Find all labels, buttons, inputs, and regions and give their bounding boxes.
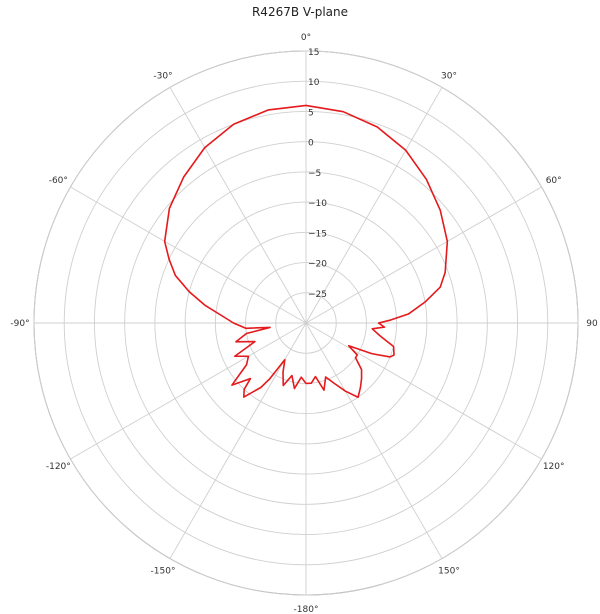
angle-tick-label: -150°: [151, 567, 176, 577]
angle-spoke: [70, 186, 307, 324]
angle-tick-label: 90: [586, 319, 598, 329]
radial-tick-label: 15: [308, 48, 319, 58]
angle-tick-label: 60°: [546, 176, 562, 186]
angle-tick-label: -90°: [10, 319, 29, 329]
angle-tick-label: 30°: [441, 71, 457, 81]
angle-tick-label: -120°: [46, 462, 71, 472]
series-layer: [163, 104, 449, 399]
angle-spoke: [169, 87, 307, 324]
angle-spoke: [70, 322, 307, 460]
radial-tick-label: 10: [308, 78, 320, 88]
radial-tick-label: −15: [308, 229, 327, 239]
angle-tick-label: 120°: [543, 462, 565, 472]
series-line-0: [163, 104, 449, 399]
radial-tick-label: 5: [308, 108, 314, 118]
chart-title: R4267B V-plane: [252, 5, 348, 19]
grid-layer: [33, 50, 579, 596]
radial-tick-label: −20: [308, 260, 327, 270]
angle-spoke: [305, 186, 542, 324]
radial-tick-label: −10: [308, 199, 327, 209]
angle-tick-label: -30°: [153, 71, 172, 81]
angle-tick-label: 0°: [301, 33, 311, 43]
radial-tick-label: −5: [308, 169, 321, 179]
angle-tick-label: -60°: [49, 176, 68, 186]
label-layer: 15 10 5 0 −5 −10 −15 −20 −25 0° 30° 60° 90 120° 150° -1…: [10, 33, 598, 614]
angle-spoke: [305, 322, 443, 559]
angle-spoke: [305, 322, 542, 460]
radial-tick-label: 0: [308, 139, 314, 149]
angle-tick-label: 150°: [438, 567, 460, 577]
angle-spoke: [305, 87, 443, 324]
angle-tick-label: -180°: [294, 605, 319, 614]
radial-tick-label: −25: [308, 290, 327, 300]
